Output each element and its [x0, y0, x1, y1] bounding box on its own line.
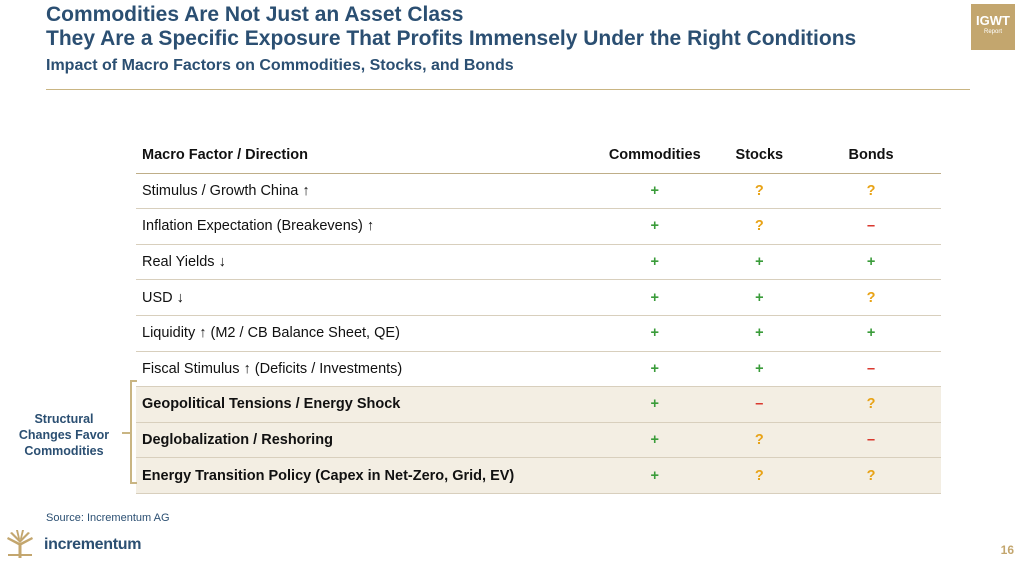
table-row: USD ↓ + + ? — [136, 279, 941, 316]
factor-cell: Fiscal Stimulus ↑ (Deficits / Investment… — [136, 351, 592, 388]
page-number: 16 — [1000, 543, 1014, 557]
table-row: Inflation Expectation (Breakevens) ↑ + ?… — [136, 208, 941, 245]
stocks-cell: + — [717, 244, 802, 281]
bonds-cell: ? — [801, 173, 941, 210]
stocks-cell: + — [717, 279, 802, 316]
structural-table-row: Geopolitical Tensions / Energy Shock + –… — [136, 386, 941, 423]
header-stocks: Stocks — [717, 138, 802, 174]
bonds-cell: ? — [801, 386, 941, 423]
bonds-cell: + — [801, 244, 941, 281]
commodities-cell: + — [591, 173, 718, 210]
structural-table-row: Deglobalization / Reshoring + ? – — [136, 422, 941, 459]
commodities-cell: + — [591, 244, 718, 281]
commodities-cell: + — [591, 386, 718, 423]
factor-cell: Deglobalization / Reshoring — [136, 422, 592, 459]
badge-line-1: IGWT — [976, 13, 1010, 28]
bonds-cell: + — [801, 315, 941, 352]
commodities-cell: + — [591, 315, 718, 352]
structural-table-row: Energy Transition Policy (Capex in Net-Z… — [136, 457, 941, 494]
stocks-cell: ? — [717, 173, 802, 210]
title-divider — [46, 89, 970, 90]
macro-factor-table: Macro Factor / Direction Commodities Sto… — [136, 138, 941, 494]
incrementum-tree-icon — [7, 530, 33, 558]
factor-cell: Energy Transition Policy (Capex in Net-Z… — [136, 457, 592, 494]
table-header-row: Macro Factor / Direction Commodities Sto… — [136, 138, 941, 174]
header-macro-factor: Macro Factor / Direction — [136, 138, 592, 174]
table-row: Real Yields ↓ + + + — [136, 244, 941, 281]
structural-bracket — [130, 380, 137, 484]
stocks-cell: + — [717, 351, 802, 388]
slide-subtitle: Impact of Macro Factors on Commodities, … — [46, 57, 514, 74]
bonds-cell: – — [801, 208, 941, 245]
stocks-cell: ? — [717, 208, 802, 245]
header-commodities: Commodities — [591, 138, 718, 174]
commodities-cell: + — [591, 279, 718, 316]
factor-cell: Stimulus / Growth China ↑ — [136, 173, 592, 210]
structural-bracket-tick — [122, 432, 131, 434]
header-bonds: Bonds — [801, 138, 941, 174]
commodities-cell: + — [591, 457, 718, 494]
bonds-cell: ? — [801, 457, 941, 494]
table-row: Stimulus / Growth China ↑ + ? ? — [136, 173, 941, 210]
factor-cell: Geopolitical Tensions / Energy Shock — [136, 386, 592, 423]
stocks-cell: ? — [717, 457, 802, 494]
source-note: Source: Incrementum AG — [46, 512, 170, 524]
incrementum-logo-text: incrementum — [44, 536, 142, 553]
factor-cell: Inflation Expectation (Breakevens) ↑ — [136, 208, 592, 245]
title-line-1: Commodities Are Not Just an Asset Class — [46, 3, 464, 26]
stocks-cell: + — [717, 315, 802, 352]
stocks-cell: – — [717, 386, 802, 423]
slide-title: Commodities Are Not Just an Asset Class … — [46, 3, 856, 51]
commodities-cell: + — [591, 422, 718, 459]
bonds-cell: ? — [801, 279, 941, 316]
igwt-report-badge: IGWT Report — [971, 4, 1015, 50]
factor-cell: Real Yields ↓ — [136, 244, 592, 281]
factor-cell: Liquidity ↑ (M2 / CB Balance Sheet, QE) — [136, 315, 592, 352]
commodities-cell: + — [591, 351, 718, 388]
structural-changes-label: Structural Changes Favor Commodities — [18, 412, 110, 458]
badge-line-2: Report — [983, 29, 1002, 35]
bonds-cell: – — [801, 422, 941, 459]
title-line-2: They Are a Specific Exposure That Profit… — [46, 27, 857, 50]
commodities-cell: + — [591, 208, 718, 245]
stocks-cell: ? — [717, 422, 802, 459]
bonds-cell: – — [801, 351, 941, 388]
table-row: Fiscal Stimulus ↑ (Deficits / Investment… — [136, 351, 941, 388]
factor-cell: USD ↓ — [136, 279, 592, 316]
table-row: Liquidity ↑ (M2 / CB Balance Sheet, QE) … — [136, 315, 941, 352]
